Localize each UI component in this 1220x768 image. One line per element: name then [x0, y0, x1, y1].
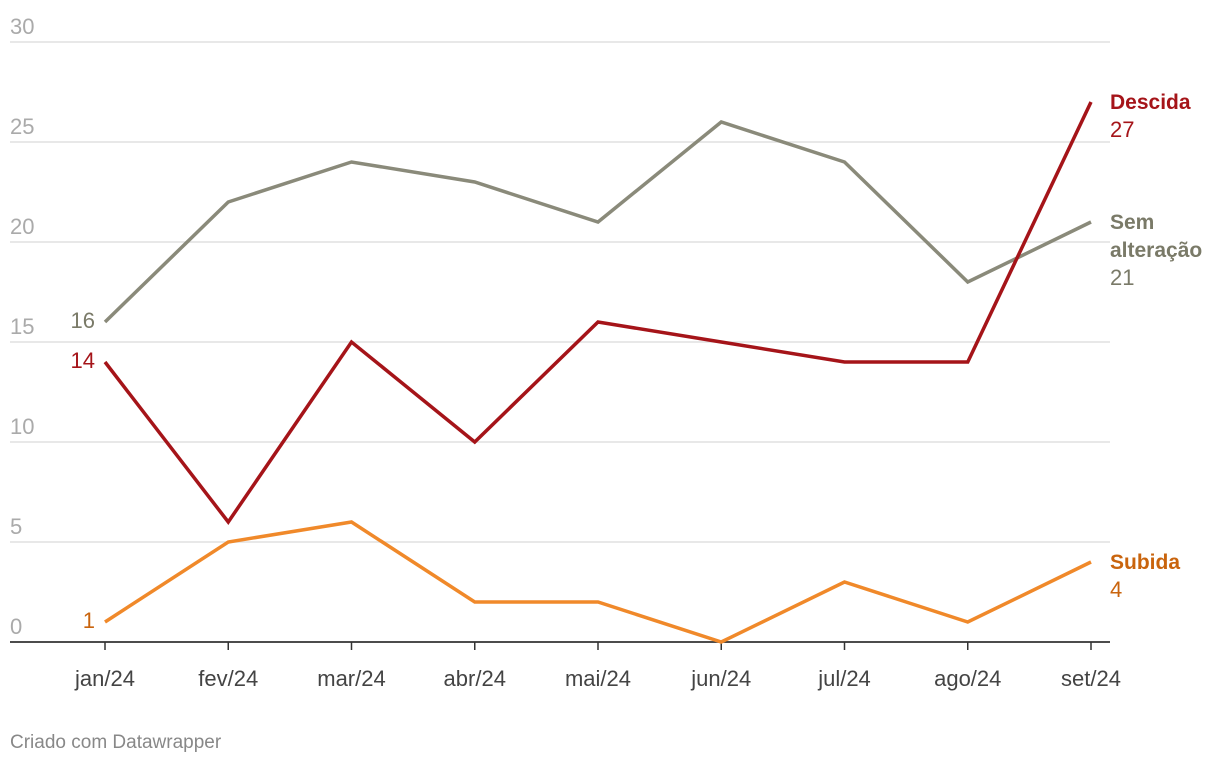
x-tick-label: jan/24 [74, 666, 135, 691]
y-tick-label: 10 [10, 414, 34, 439]
series-name-label: Descida [1110, 91, 1191, 114]
series-line-subida [104, 520, 1092, 644]
y-tick-label: 0 [10, 614, 22, 639]
series-end-value: 21 [1110, 265, 1134, 290]
y-tick-label: 5 [10, 514, 22, 539]
x-tick-label: abr/24 [444, 666, 506, 691]
series-line-descida [103, 101, 1093, 525]
y-tick-label: 20 [10, 214, 34, 239]
x-tick-label: jul/24 [817, 666, 871, 691]
x-tick-label: mai/24 [565, 666, 631, 691]
y-tick-label: 15 [10, 314, 34, 339]
grid-layer: 0 5 10 15 20 25 30 [10, 14, 1110, 639]
series-start-label: 16 [71, 308, 95, 333]
y-tick-label: 25 [10, 114, 34, 139]
x-tick-label: set/24 [1061, 666, 1121, 691]
x-tick-label: jun/24 [690, 666, 751, 691]
series-end-value: 27 [1110, 117, 1134, 142]
series-name-label: Sem [1110, 211, 1154, 234]
series-start-label: 1 [83, 608, 95, 633]
x-tick-label: fev/24 [198, 666, 258, 691]
series-name-label: Subida [1110, 551, 1180, 574]
series-start-label: 14 [71, 348, 95, 373]
label-layer: 16 14 1 Sem alteração 21 Descida 27 Subida 4 [71, 91, 1203, 633]
x-axis: jan/24 fev/24 mar/24 abr/24 mai/24 jun/24 jul/… [10, 641, 1121, 691]
series-end-value: 4 [1110, 577, 1122, 602]
series-name-label: alteração [1110, 239, 1202, 262]
x-tick-label: mar/24 [317, 666, 385, 691]
credit-text: Criado com Datawrapper [10, 732, 222, 753]
series-layer [103, 101, 1093, 644]
series-line-sem-alteração [103, 120, 1092, 324]
x-tick-label: ago/24 [934, 666, 1001, 691]
y-tick-label: 30 [10, 14, 34, 39]
